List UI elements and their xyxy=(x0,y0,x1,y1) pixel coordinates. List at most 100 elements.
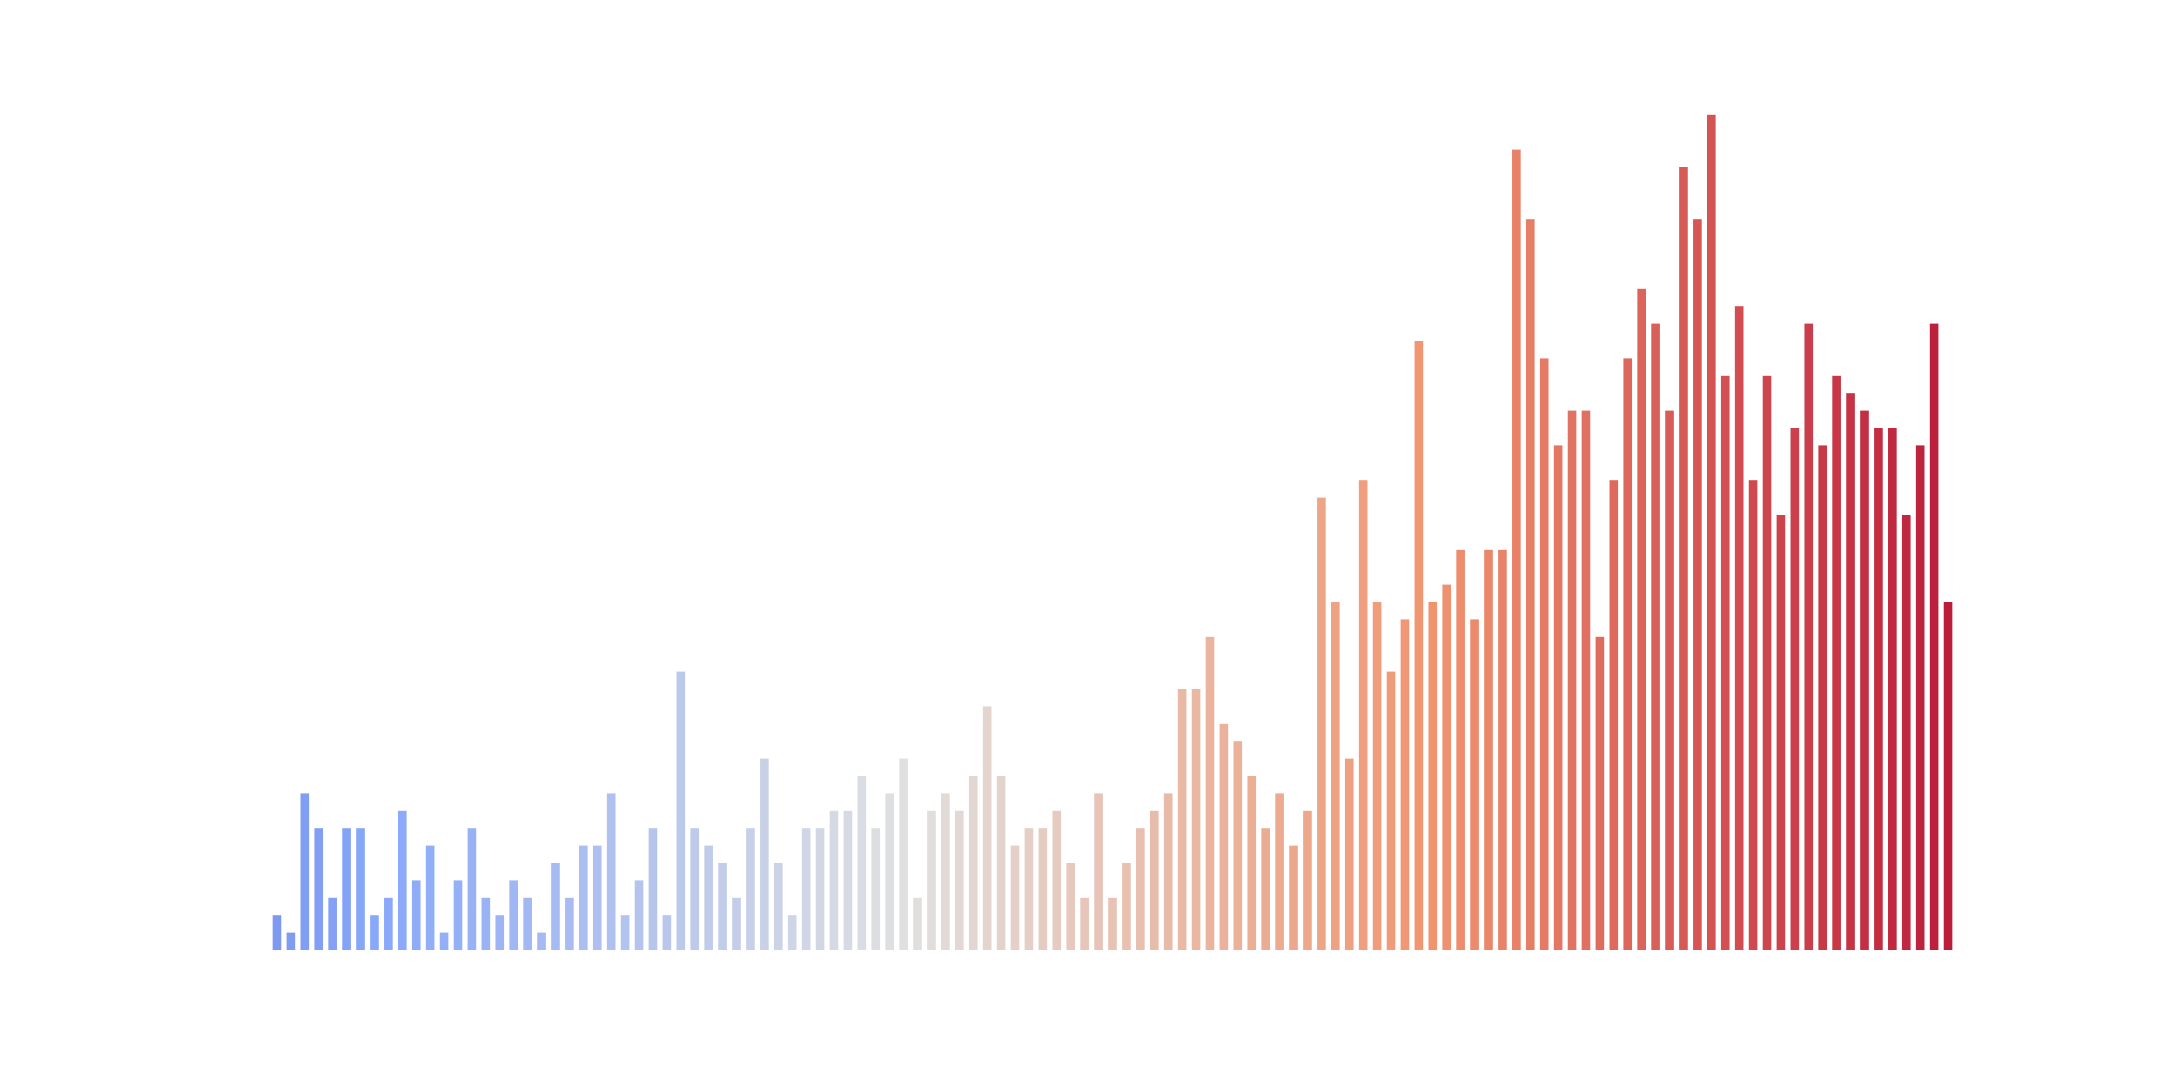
bar-115 xyxy=(1874,428,1883,950)
bar-46 xyxy=(913,897,922,950)
bar-21 xyxy=(565,897,574,950)
bar-17 xyxy=(509,880,519,950)
bar-9 xyxy=(397,810,407,950)
bar-33 xyxy=(732,897,741,950)
bar-107 xyxy=(1762,375,1772,950)
bar-16 xyxy=(495,915,505,950)
bar-14 xyxy=(467,828,477,950)
bar-103 xyxy=(1706,114,1716,951)
bar-56 xyxy=(1052,810,1062,950)
bar-120 xyxy=(1943,602,1953,950)
bar-54 xyxy=(1024,828,1034,950)
bar-77 xyxy=(1344,758,1354,950)
bar-2 xyxy=(300,793,310,950)
bar-20 xyxy=(551,863,560,950)
bar-114 xyxy=(1860,410,1869,951)
bar-116 xyxy=(1888,428,1897,950)
bar-69 xyxy=(1233,741,1243,950)
bar-97 xyxy=(1623,358,1633,950)
bar-66 xyxy=(1191,689,1201,950)
bar-42 xyxy=(857,776,867,950)
bar-76 xyxy=(1330,602,1340,950)
bar-112 xyxy=(1832,375,1841,950)
bar-106 xyxy=(1748,480,1758,950)
bar-32 xyxy=(718,863,727,950)
bar-50 xyxy=(968,776,978,950)
bar-113 xyxy=(1846,393,1855,950)
bar-12 xyxy=(439,932,449,950)
bar-109 xyxy=(1790,428,1800,950)
bar-58 xyxy=(1080,897,1089,950)
bar-1 xyxy=(286,932,296,950)
bar-24 xyxy=(606,793,616,950)
bar-67 xyxy=(1205,636,1215,950)
bar-19 xyxy=(537,932,546,950)
bar-64 xyxy=(1163,793,1173,950)
bar-40 xyxy=(829,810,839,950)
bar-98 xyxy=(1637,288,1646,950)
bar-117 xyxy=(1901,515,1911,950)
bar-108 xyxy=(1776,515,1786,950)
bar-81 xyxy=(1400,619,1410,950)
bar-91 xyxy=(1539,358,1549,950)
bar-0 xyxy=(272,915,282,950)
bar-30 xyxy=(690,828,700,950)
bar-100 xyxy=(1665,410,1674,951)
bar-78 xyxy=(1358,480,1368,950)
bar-53 xyxy=(1010,845,1020,950)
bar-110 xyxy=(1804,323,1814,951)
bar-92 xyxy=(1553,445,1563,950)
bar-102 xyxy=(1693,219,1702,950)
bar-38 xyxy=(801,828,811,950)
bar-94 xyxy=(1581,410,1591,951)
bar-93 xyxy=(1567,410,1577,951)
bar-7 xyxy=(370,915,379,950)
bar-48 xyxy=(941,793,950,950)
bar-series xyxy=(272,114,1953,951)
bar-13 xyxy=(453,880,463,950)
bar-25 xyxy=(620,915,630,950)
bar-27 xyxy=(648,828,658,950)
bar-87 xyxy=(1484,549,1493,950)
bar-18 xyxy=(523,897,532,950)
bar-28 xyxy=(662,915,672,950)
bar-37 xyxy=(787,915,797,950)
bar-118 xyxy=(1915,445,1925,950)
bar-31 xyxy=(704,845,713,950)
bar-60 xyxy=(1108,897,1117,950)
bar-44 xyxy=(885,793,894,950)
bar-62 xyxy=(1136,828,1145,950)
bar-39 xyxy=(815,828,825,950)
bar-43 xyxy=(871,828,881,950)
bar-34 xyxy=(746,828,755,950)
bar-79 xyxy=(1372,602,1382,950)
bar-73 xyxy=(1289,845,1298,950)
bar-72 xyxy=(1275,793,1284,950)
bar-22 xyxy=(579,845,588,950)
bar-119 xyxy=(1929,323,1939,951)
bar-51 xyxy=(982,706,992,950)
bar-36 xyxy=(773,863,783,950)
bar-65 xyxy=(1177,689,1187,950)
bar-8 xyxy=(384,897,393,950)
bar-49 xyxy=(955,810,964,950)
bar-35 xyxy=(760,758,769,950)
bar-111 xyxy=(1818,445,1828,950)
bar-85 xyxy=(1456,549,1465,950)
bar-99 xyxy=(1651,323,1660,951)
bar-75 xyxy=(1317,497,1326,950)
bar-89 xyxy=(1512,149,1521,951)
bar-74 xyxy=(1303,810,1312,950)
bar-5 xyxy=(342,828,351,950)
bar-105 xyxy=(1734,306,1744,950)
bar-61 xyxy=(1122,863,1131,950)
bar-70 xyxy=(1247,776,1257,950)
bar-10 xyxy=(411,880,421,950)
bar-4 xyxy=(328,897,337,950)
bar-80 xyxy=(1386,671,1396,950)
bar-84 xyxy=(1442,584,1452,950)
bar-71 xyxy=(1261,828,1270,950)
bar-23 xyxy=(592,845,602,950)
